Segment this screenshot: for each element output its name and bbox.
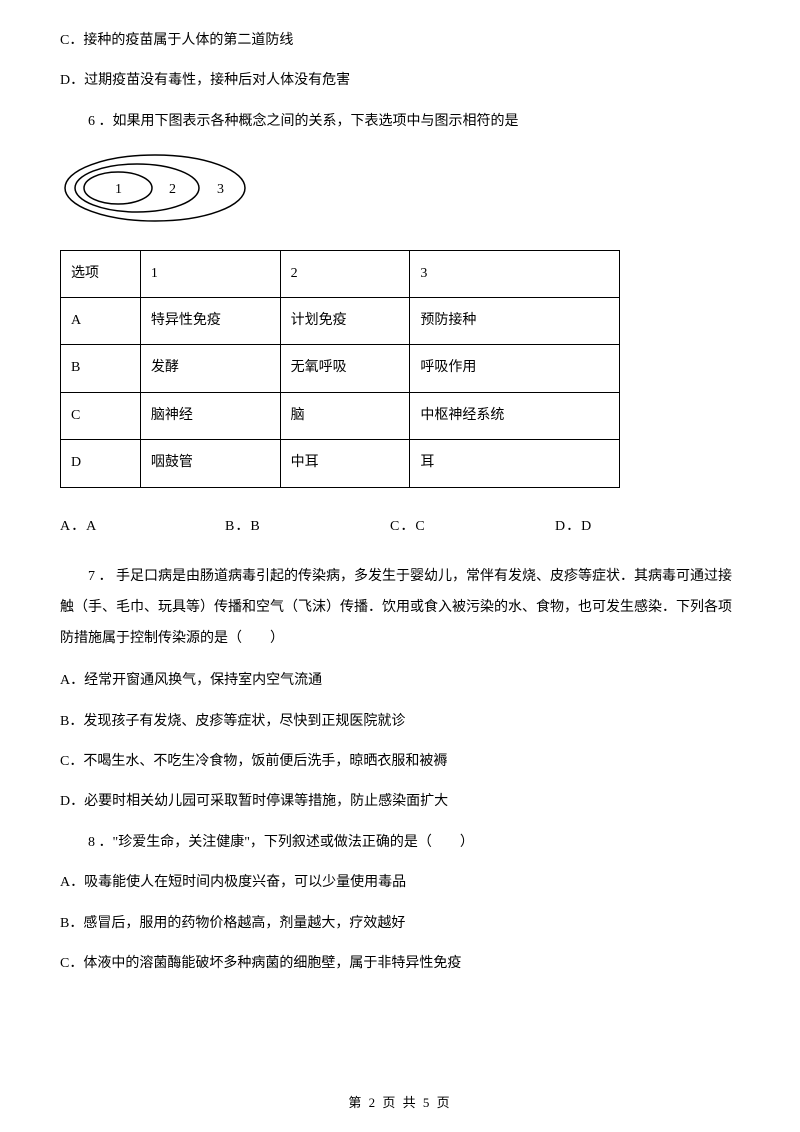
cell: 中枢神经系统 [410, 392, 620, 439]
q8-a: A．吸毒能使人在短时间内极度兴奋，可以少量使用毒品 [60, 872, 740, 894]
q8-c: C．体液中的溶菌酶能破坏多种病菌的细胞壁，属于非特异性免疫 [60, 953, 740, 975]
th-2: 2 [280, 250, 410, 297]
answer-a: A．A [60, 516, 225, 538]
q6-answers: A．A B．B C．C D．D [60, 516, 740, 538]
q7-c: C．不喝生水、不吃生冷食物，饭前便后洗手，晾晒衣服和被褥 [60, 751, 740, 773]
cell: D [61, 440, 141, 487]
q7-b: B．发现孩子有发烧、皮疹等症状，尽快到正规医院就诊 [60, 711, 740, 733]
cell: A [61, 297, 141, 344]
ellipse-label-3: 3 [217, 182, 224, 197]
table-row: A 特异性免疫 计划免疫 预防接种 [61, 297, 620, 344]
th-3: 3 [410, 250, 620, 297]
cell: 发酵 [140, 345, 280, 392]
cell: 咽鼓管 [140, 440, 280, 487]
q7-d: D．必要时相关幼儿园可采取暂时停课等措施，防止感染面扩大 [60, 791, 740, 813]
cell: 无氧呼吸 [280, 345, 410, 392]
cell: 耳 [410, 440, 620, 487]
cell: 特异性免疫 [140, 297, 280, 344]
table-row: 选项 1 2 3 [61, 250, 620, 297]
question-8: 8 ．"珍爱生命，关注健康"，下列叙述或做法正确的是（ ） [60, 832, 740, 854]
question-6: 6 ．如果用下图表示各种概念之间的关系，下表选项中与图示相符的是 [60, 111, 740, 133]
cell: 中耳 [280, 440, 410, 487]
cell: B [61, 345, 141, 392]
answer-c: C．C [390, 516, 555, 538]
answer-b: B．B [225, 516, 390, 538]
cell: 预防接种 [410, 297, 620, 344]
option-d: D．过期疫苗没有毒性，接种后对人体没有危害 [60, 70, 740, 92]
concept-ellipse-diagram: 1 2 3 [60, 151, 740, 233]
page-footer: 第 2 页 共 5 页 [0, 1093, 800, 1114]
ellipse-label-1: 1 [115, 182, 122, 197]
options-table: 选项 1 2 3 A 特异性免疫 计划免疫 预防接种 B 发酵 无氧呼吸 呼吸作… [60, 250, 620, 488]
cell: 呼吸作用 [410, 345, 620, 392]
question-7: 7 ． 手足口病是由肠道病毒引起的传染病，多发生于婴幼儿，常伴有发烧、皮疹等症状… [60, 562, 740, 654]
th-1: 1 [140, 250, 280, 297]
cell: 脑神经 [140, 392, 280, 439]
cell: 计划免疫 [280, 297, 410, 344]
q8-b: B．感冒后，服用的药物价格越高，剂量越大，疗效越好 [60, 913, 740, 935]
cell: C [61, 392, 141, 439]
table-row: B 发酵 无氧呼吸 呼吸作用 [61, 345, 620, 392]
option-c: C．接种的疫苗属于人体的第二道防线 [60, 30, 740, 52]
cell: 脑 [280, 392, 410, 439]
table-row: D 咽鼓管 中耳 耳 [61, 440, 620, 487]
table-row: C 脑神经 脑 中枢神经系统 [61, 392, 620, 439]
th-option: 选项 [61, 250, 141, 297]
answer-d: D．D [555, 516, 720, 538]
ellipse-label-2: 2 [169, 182, 176, 197]
q7-a: A．经常开窗通风换气，保持室内空气流通 [60, 670, 740, 692]
